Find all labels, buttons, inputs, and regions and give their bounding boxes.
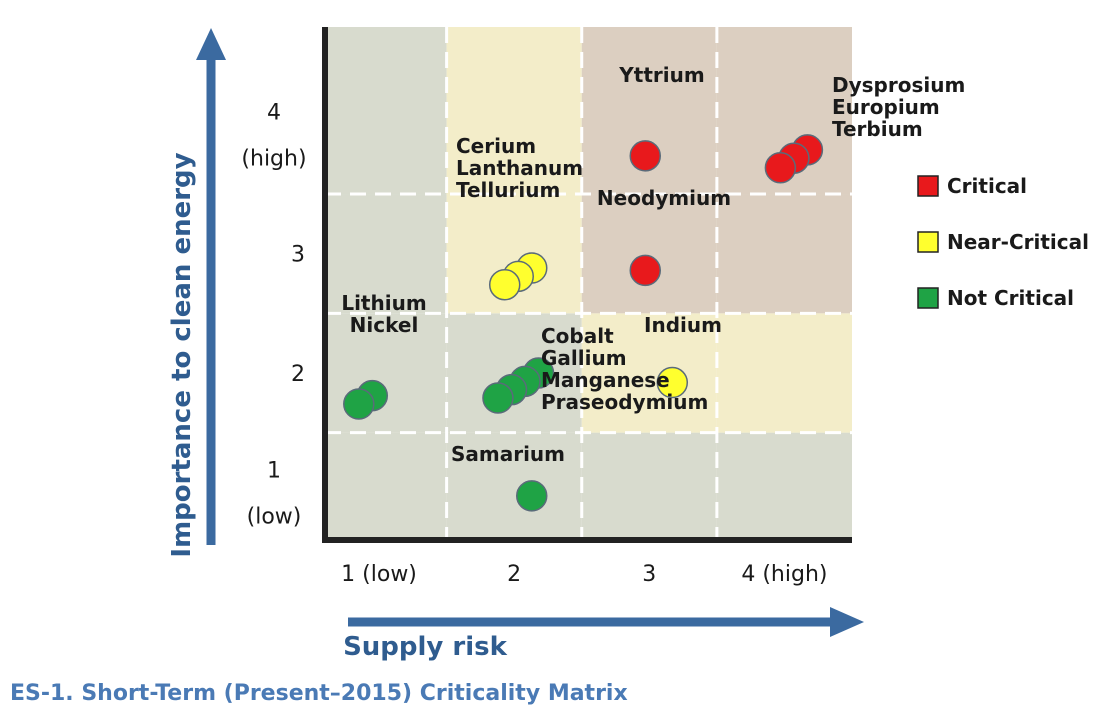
point-terbium (764, 152, 797, 184)
legend: Critical Near-Critical Not Critical (917, 174, 1089, 310)
element-points (343, 134, 824, 512)
element-label: Yttrium (618, 63, 704, 87)
y-tick-label: (low) (247, 504, 302, 529)
figure-caption: ES-1. Short-Term (Present–2015) Critical… (10, 681, 628, 706)
point-praseodymium (482, 382, 514, 414)
legend-swatch-not-critical (917, 287, 939, 309)
x-tick-label: 1 (low) (341, 562, 417, 587)
point-samarium (515, 480, 548, 512)
legend-swatch-critical (917, 175, 939, 197)
zone-yellow (716, 313, 852, 433)
axes (322, 27, 852, 543)
legend-label-not-critical: Not Critical (947, 286, 1074, 310)
point-indium (656, 366, 689, 399)
x-tick-label: 3 (642, 562, 656, 587)
point-nickel (343, 388, 375, 420)
zone-yellow (581, 313, 717, 433)
legend-swatch-near-critical (917, 231, 939, 253)
element-label: Terbium (832, 117, 923, 141)
x-tick-labels: 1 (low) 2 3 4 (high) (341, 562, 827, 587)
x-tick-label: 4 (high) (741, 562, 827, 587)
zone-brown (581, 194, 717, 314)
y-tick-label: 4 (267, 100, 281, 125)
zone-green (325, 194, 447, 314)
element-label: Lanthanum (456, 156, 583, 180)
zone-yellow (446, 27, 582, 195)
element-label: Neodymium (597, 186, 731, 210)
legend-label-critical: Critical (947, 174, 1027, 198)
y-axis-arrowhead (196, 28, 226, 60)
y-axis-title: Importance to clean energy (167, 152, 197, 557)
element-label: Gallium (541, 346, 627, 370)
element-label: Dysprosium (832, 73, 965, 97)
x-tick-label: 2 (507, 562, 521, 587)
dashed-grid (325, 27, 852, 540)
element-label: Indium (644, 313, 722, 337)
y-tick-labels: 4 (high) 3 2 1 (low) (241, 100, 306, 529)
y-tick-label: 2 (291, 362, 305, 387)
element-label: Manganese (541, 368, 670, 392)
point-yttrium (629, 140, 662, 172)
x-axis-title: Supply risk (343, 632, 508, 662)
element-label: Lithium (341, 291, 426, 315)
zone-brown (716, 194, 852, 314)
zone-green (581, 432, 717, 540)
element-label: Samarium (451, 442, 565, 466)
x-axis-arrowhead (830, 607, 864, 637)
y-tick-label: 1 (267, 458, 281, 483)
element-label: Nickel (350, 313, 419, 337)
y-tick-label: (high) (241, 146, 306, 171)
element-label: Praseodymium (541, 390, 708, 414)
legend-label-near-critical: Near-Critical (947, 230, 1089, 254)
zone-green (325, 313, 447, 433)
zone-green (325, 27, 447, 195)
zone-green (446, 432, 582, 540)
element-label: Europium (832, 95, 940, 119)
point-tellurium (488, 268, 521, 301)
element-label: Cerium (456, 134, 536, 158)
background-zones (325, 27, 852, 540)
zone-green (325, 432, 447, 540)
element-label: Cobalt (541, 324, 614, 348)
element-label: Tellurium (456, 178, 560, 202)
y-tick-label: 3 (291, 243, 305, 268)
point-neodymium (629, 254, 662, 287)
zone-green (716, 432, 852, 540)
